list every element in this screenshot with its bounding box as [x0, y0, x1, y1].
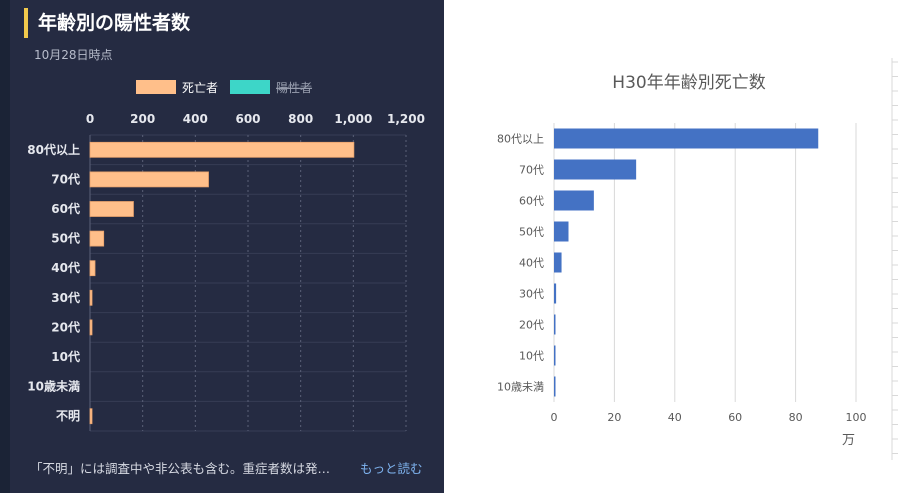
covid-panel: 年齢別の陽性者数 10月28日時点 死亡者 陽性者 0 200 400 600 800 1… — [0, 0, 444, 493]
right-category-label: 10歳未満 — [497, 381, 544, 394]
h30-death-chart-panel: H30年年齢別死亡数 0 20 40 60 80 100 80代以上 70代 60代 50代 40… — [444, 0, 919, 493]
right-bar-deaths[interactable] — [554, 345, 556, 366]
right-bar-deaths[interactable] — [554, 221, 569, 242]
panel-title: 年齢別の陽性者数 — [24, 8, 190, 38]
right-category-label: 60代 — [519, 195, 544, 208]
left-bar-deaths[interactable] — [89, 141, 355, 158]
read-more-link[interactable]: もっと読む — [360, 461, 423, 476]
left-bar-deaths[interactable] — [89, 289, 93, 306]
left-x-tick-label: 1,200 — [387, 112, 425, 126]
left-x-tick-label: 200 — [130, 112, 155, 126]
right-category-label: 30代 — [519, 288, 544, 301]
right-bar-deaths[interactable] — [554, 159, 637, 180]
legend-deaths-label: 死亡者 — [182, 81, 218, 95]
left-x-ticks: 0 200 400 600 800 1,000 1,200 — [86, 112, 425, 126]
right-x-tick-label: 80 — [789, 411, 803, 424]
right-bar-chart: H30年年齢別死亡数 0 20 40 60 80 100 80代以上 70代 60代 50代 40… — [497, 58, 898, 460]
right-bar-deaths[interactable] — [554, 376, 556, 397]
right-bar-deaths[interactable] — [554, 128, 819, 149]
right-category-label: 40代 — [519, 257, 544, 270]
right-chart-title: H30年年齢別死亡数 — [612, 73, 765, 93]
right-x-tick-label: 100 — [846, 411, 867, 424]
positive-by-age-card: 年齢別の陽性者数 10月28日時点 死亡者 陽性者 0 200 400 600 800 1… — [10, 0, 444, 493]
left-x-tick-label: 600 — [235, 112, 260, 126]
left-x-tick-label: 0 — [86, 112, 94, 126]
legend-positive-swatch — [230, 80, 270, 94]
left-category-label: 20代 — [51, 319, 80, 334]
left-x-tick-label: 1,000 — [334, 112, 372, 126]
panel-subtitle: 10月28日時点 — [34, 48, 113, 62]
left-category-label: 60代 — [51, 201, 80, 216]
left-bar-deaths[interactable] — [89, 230, 105, 247]
right-x-tick-label: 20 — [607, 411, 621, 424]
right-unit-label: 万 — [842, 433, 855, 448]
right-bar-deaths[interactable] — [554, 314, 556, 335]
left-category-label: 10歳未満 — [27, 379, 80, 394]
footnote: 「不明」には調査中や非公表も含む。重症者数は発… — [30, 461, 331, 476]
right-category-label: 10代 — [519, 350, 544, 363]
left-category-label: 50代 — [51, 231, 80, 246]
right-x-tick-label: 0 — [551, 411, 558, 424]
left-category-label: 80代以上 — [27, 142, 80, 157]
right-bar-deaths[interactable] — [554, 283, 557, 304]
left-category-label: 70代 — [51, 171, 80, 186]
left-bar-deaths[interactable] — [89, 260, 96, 277]
legend-deaths[interactable]: 死亡者 — [136, 80, 218, 95]
left-bar-deaths[interactable] — [89, 201, 134, 217]
right-x-tick-label: 60 — [728, 411, 742, 424]
left-bar-deaths[interactable] — [89, 408, 93, 425]
right-x-tick-label: 40 — [668, 411, 682, 424]
left-category-label: 10代 — [51, 349, 80, 364]
right-category-label: 20代 — [519, 319, 544, 332]
left-category-label: 30代 — [51, 290, 80, 305]
right-category-label: 80代以上 — [497, 133, 544, 146]
right-category-label: 50代 — [519, 226, 544, 239]
legend-deaths-swatch — [136, 80, 176, 94]
right-bar-deaths[interactable] — [554, 190, 594, 211]
right-bar-deaths[interactable] — [554, 252, 562, 273]
left-category-label: 40代 — [51, 260, 80, 275]
right-edge-ticks — [892, 61, 898, 454]
legend-positive[interactable]: 陽性者 — [230, 80, 312, 95]
left-grid — [89, 134, 407, 432]
left-x-tick-label: 400 — [183, 112, 208, 126]
right-bars — [554, 128, 819, 397]
right-x-ticks: 0 20 40 60 80 100 — [551, 411, 867, 424]
right-category-labels: 80代以上 70代 60代 50代 40代 30代 20代 10代 10歳未満 — [497, 133, 544, 394]
legend-positive-label: 陽性者 — [276, 81, 312, 95]
right-category-label: 70代 — [519, 164, 544, 177]
left-bar-deaths[interactable] — [89, 171, 209, 188]
left-bar-deaths[interactable] — [89, 319, 93, 336]
left-bars — [89, 141, 355, 425]
left-x-tick-label: 800 — [288, 112, 313, 126]
left-bar-chart: 死亡者 陽性者 0 200 400 600 800 1,000 1,200 80代以上 70代… — [27, 80, 425, 432]
left-category-label: 不明 — [56, 409, 80, 423]
